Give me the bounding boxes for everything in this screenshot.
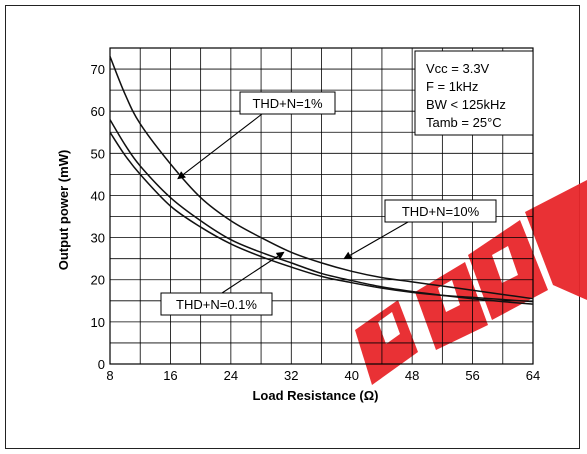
x-tick-label: 8	[106, 368, 113, 383]
y-tick-label: 10	[91, 315, 105, 330]
annotation-box	[160, 292, 273, 316]
annotation-text: THD+N=0.1%	[176, 297, 257, 312]
y-tick-label: 70	[91, 62, 105, 77]
x-tick-label: 24	[224, 368, 238, 383]
annotation-box	[384, 199, 497, 223]
annotation-arrow	[221, 251, 285, 294]
condition-text: Tamb = 25°C	[426, 115, 502, 130]
annotation-label: THD+N=1%	[177, 91, 336, 180]
condition-text: Vcc = 3.3V	[426, 61, 490, 76]
plot-area	[109, 47, 534, 365]
x-tick-label: 16	[163, 368, 177, 383]
y-tick-label: 40	[91, 188, 105, 203]
y-axis-label: Output power (mW)	[56, 150, 71, 271]
annotation-label: THD+N=10%	[343, 199, 497, 260]
x-tick-label: 40	[344, 368, 358, 383]
x-tick-label: 56	[465, 368, 479, 383]
annotation-layer: THD+N=1% THD+N=10% THD+N=0.1%	[160, 91, 497, 316]
conditions-box: Vcc = 3.3V F = 1kHz BW < 125kHz Tamb = 25°C	[414, 50, 534, 136]
annotation-arrow	[343, 221, 409, 260]
x-tick-label: 48	[405, 368, 419, 383]
y-tick-label: 50	[91, 146, 105, 161]
condition-text: F = 1kHz	[426, 79, 478, 94]
series-line-thd-n-10	[109, 56, 534, 300]
x-tick-label: 32	[284, 368, 298, 383]
series-layer	[109, 56, 534, 305]
y-tick-label: 20	[91, 273, 105, 288]
annotation-arrow	[177, 113, 263, 180]
x-tick-label: 64	[526, 368, 540, 383]
annotation-text: THD+N=1%	[252, 96, 323, 111]
annotation-text: THD+N=10%	[402, 204, 480, 219]
y-tick-label: 30	[91, 231, 105, 246]
series-line-thd-n-0-1	[109, 131, 534, 303]
y-tick-label: 0	[98, 357, 105, 372]
y-axis-ticks: 0 10 20 30 40 50 60 70	[91, 62, 105, 372]
conditions-box-frame	[414, 50, 534, 136]
watermark-logo	[355, 180, 587, 385]
x-axis-ticks: 8 16 24 32 40 48 56 64	[106, 368, 540, 383]
y-tick-label: 60	[91, 104, 105, 119]
annotation-label: THD+N=0.1%	[160, 251, 285, 316]
x-axis-label: Load Resistance (Ω)	[252, 388, 378, 403]
condition-text: BW < 125kHz	[426, 97, 506, 112]
annotation-box	[239, 91, 336, 115]
